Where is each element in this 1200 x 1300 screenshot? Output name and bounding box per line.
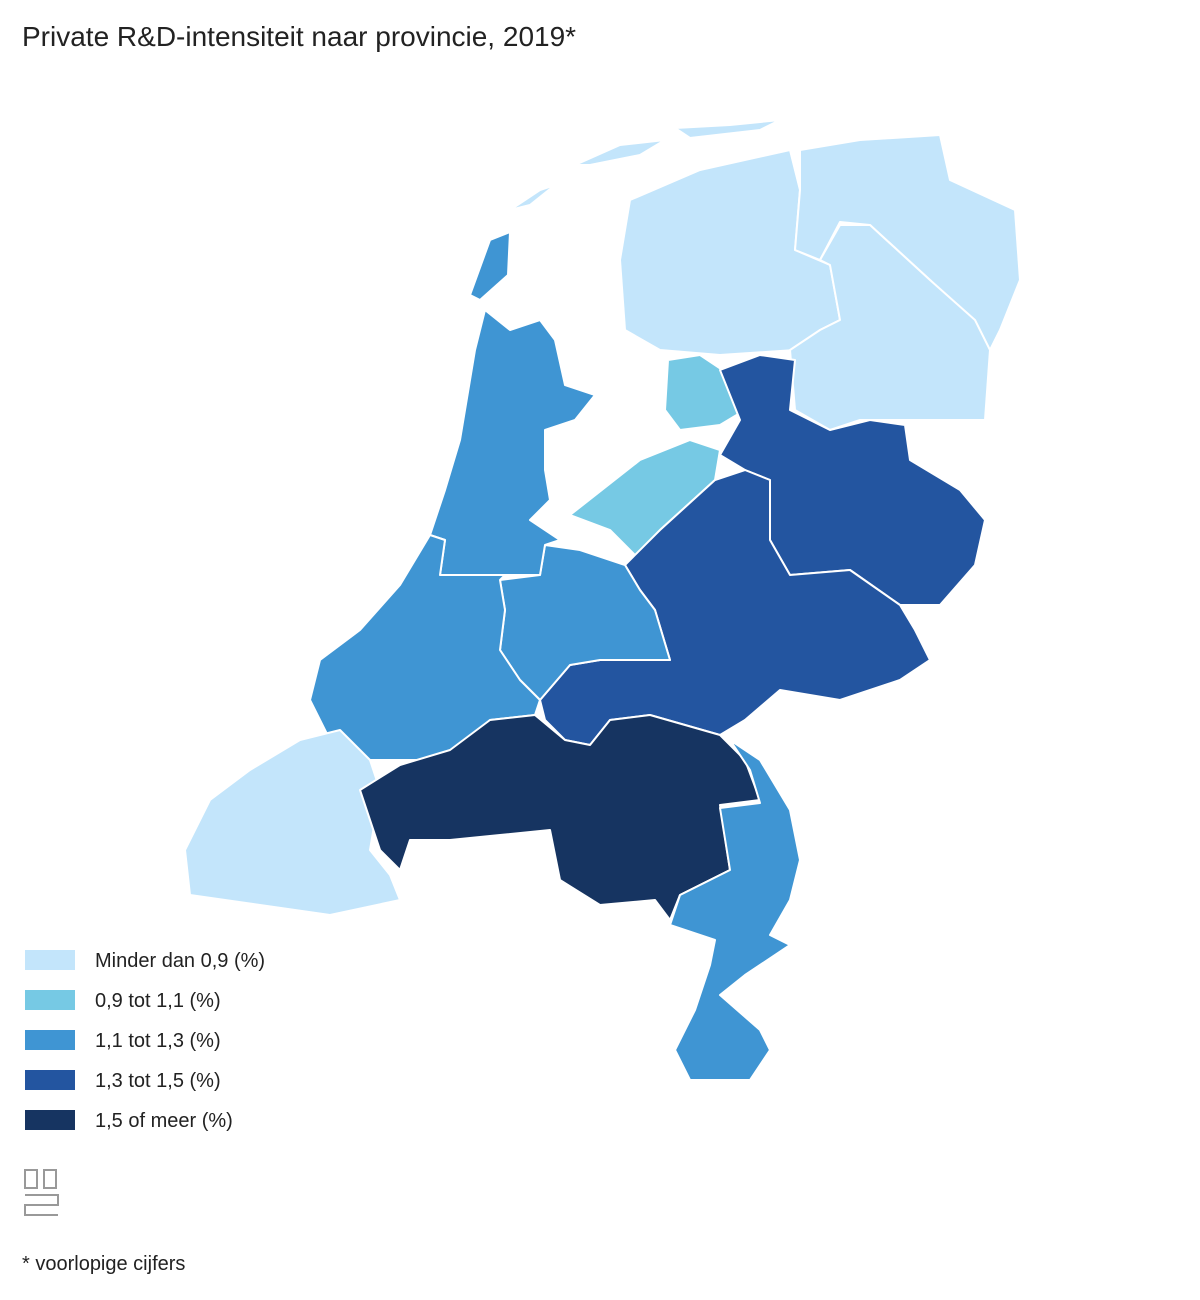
legend-swatch: [25, 950, 75, 970]
province: [184, 729, 401, 916]
logo: [24, 1169, 59, 1216]
legend-swatch: [25, 1030, 75, 1050]
province: [789, 224, 991, 431]
footnote: * voorlopige cijfers: [22, 1253, 185, 1275]
island: [674, 119, 781, 139]
legend-label: 1,3 tot 1,5 (%): [95, 1070, 221, 1092]
legend-swatch: [25, 1070, 75, 1090]
province: [669, 739, 801, 1081]
legend-label: 0,9 tot 1,1 (%): [95, 990, 221, 1012]
legend-label: 1,1 tot 1,3 (%): [95, 1030, 221, 1052]
island: [574, 139, 666, 166]
title: Private R&D-intensiteit naar provincie, …: [22, 21, 576, 52]
legend-swatch: [25, 1110, 75, 1130]
island: [509, 184, 556, 211]
island: [469, 231, 511, 301]
legend-label: Minder dan 0,9 (%): [95, 950, 265, 972]
legend-label: 1,5 of meer (%): [95, 1110, 233, 1132]
legend-swatch: [25, 990, 75, 1010]
map: [184, 119, 1021, 1081]
province: [429, 309, 596, 576]
legend: Minder dan 0,9 (%) 0,9 tot 1,1 (%) 1,1 tot…: [25, 950, 265, 1132]
